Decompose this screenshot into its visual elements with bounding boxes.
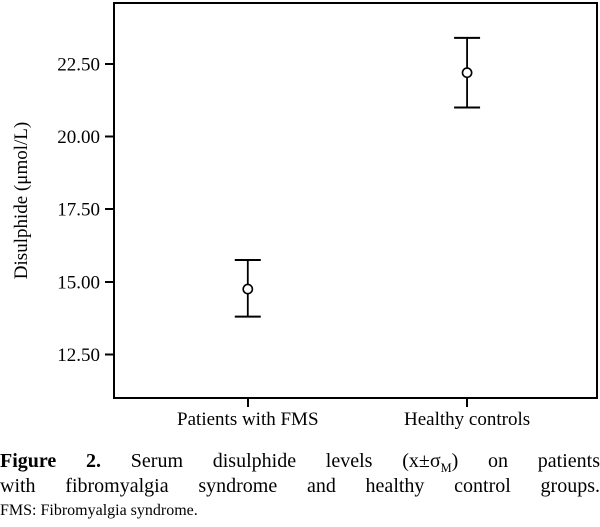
figure-caption: Figure 2. Serum disulphide levels (x±σM)… xyxy=(0,449,600,520)
y-tick-label: 20.00 xyxy=(57,127,100,148)
mean-marker xyxy=(242,283,254,295)
caption-line-2: with fibromyalgia syndrome and healthy c… xyxy=(0,475,600,497)
caption-text-after-sub: ) on patients xyxy=(451,450,600,472)
y-axis-title: Disulphide (μmol/L) xyxy=(11,122,32,279)
caption-sigma-subscript: M xyxy=(440,461,452,475)
y-tick-label: 15.00 xyxy=(57,272,100,293)
x-category-label: Healthy controls xyxy=(404,409,530,430)
x-category-label: Patients with FMS xyxy=(177,409,318,430)
y-tick-label: 12.50 xyxy=(57,345,100,366)
caption-footnote: FMS: Fibromyalgia syndrome. xyxy=(0,502,198,519)
caption-line-1: Figure 2. Serum disulphide levels (x±σM)… xyxy=(0,449,600,474)
y-tick-label: 22.50 xyxy=(57,54,100,75)
figure-label: Figure 2. xyxy=(0,450,102,472)
plot-border xyxy=(113,2,598,399)
errorbar-chart: 12.50 15.00 17.50 20.00 22.50 Disulphide (μmo… xyxy=(11,2,598,430)
caption-text-before-sub: Serum disulphide levels (x±σ xyxy=(130,450,441,472)
mean-marker xyxy=(461,67,473,79)
y-tick-label: 17.50 xyxy=(57,200,100,221)
